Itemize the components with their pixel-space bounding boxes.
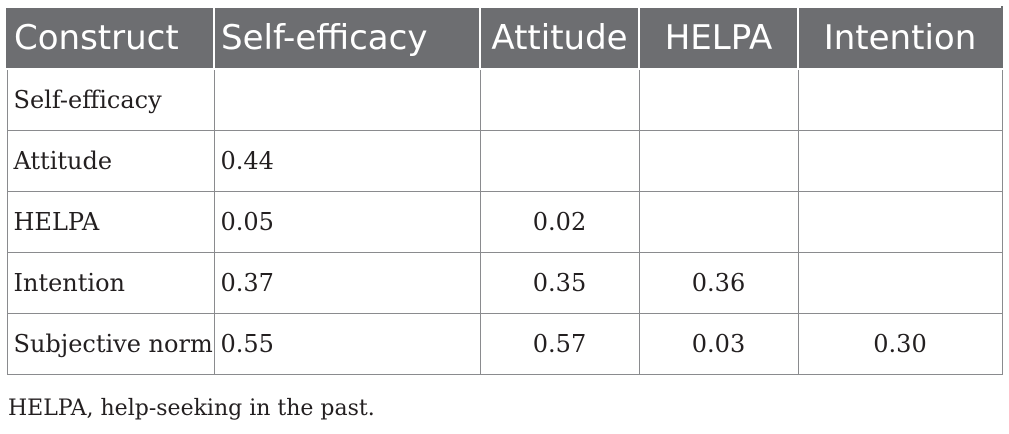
- table-body: Self-efficacy Attitude 0.44 HELPA 0.05 0…: [6, 68, 1003, 375]
- table-cell: [479, 130, 640, 192]
- table-cell: [638, 191, 799, 253]
- row-label: Intention: [6, 252, 215, 314]
- table-cell: 0.05: [213, 191, 481, 253]
- table-cell: 0.55: [213, 313, 481, 375]
- row-label: HELPA: [6, 191, 215, 253]
- table-row: HELPA 0.05 0.02: [6, 191, 1003, 253]
- header-row: Construct Self-efficacy Attitude HELPA I…: [6, 6, 1003, 70]
- header-intention: Intention: [797, 6, 1003, 70]
- table-cell: [797, 130, 1003, 192]
- header-construct: Construct: [6, 6, 215, 70]
- table-footnote: HELPA, help-seeking in the past.: [8, 396, 375, 421]
- table-cell: [638, 130, 799, 192]
- table-header: Construct Self-efficacy Attitude HELPA I…: [6, 6, 1003, 70]
- correlation-table-container: Construct Self-efficacy Attitude HELPA I…: [6, 6, 1003, 375]
- header-helpa: HELPA: [638, 6, 799, 70]
- table-cell: 0.37: [213, 252, 481, 314]
- table-cell: 0.35: [479, 252, 640, 314]
- row-label: Subjective norm: [6, 313, 215, 375]
- table-cell: 0.02: [479, 191, 640, 253]
- table-cell: 0.44: [213, 130, 481, 192]
- table-cell: [213, 68, 481, 131]
- table-row: Subjective norm 0.55 0.57 0.03 0.30: [6, 313, 1003, 375]
- table-cell: [479, 68, 640, 131]
- table-cell: [797, 68, 1003, 131]
- row-label: Self-efficacy: [6, 68, 215, 131]
- header-attitude: Attitude: [479, 6, 640, 70]
- table-row: Attitude 0.44: [6, 130, 1003, 192]
- table-cell: 0.03: [638, 313, 799, 375]
- table-cell: 0.30: [797, 313, 1003, 375]
- table-cell: [797, 252, 1003, 314]
- correlation-table: Construct Self-efficacy Attitude HELPA I…: [6, 6, 1003, 375]
- table-row: Self-efficacy: [6, 68, 1003, 131]
- table-row: Intention 0.37 0.35 0.36: [6, 252, 1003, 314]
- table-cell: [797, 191, 1003, 253]
- table-cell: [638, 68, 799, 131]
- table-cell: 0.57: [479, 313, 640, 375]
- table-cell: 0.36: [638, 252, 799, 314]
- header-self-efficacy: Self-efficacy: [213, 6, 481, 70]
- row-label: Attitude: [6, 130, 215, 192]
